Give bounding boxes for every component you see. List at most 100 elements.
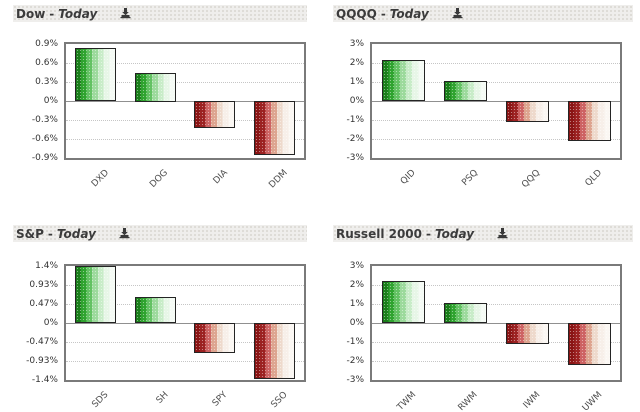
x-category-label: SH: [154, 390, 171, 406]
plot-area: 3% 2% 1% 0% -1% -2% -3% QID PSQ QQQ QLD: [346, 39, 622, 190]
bar-rwm: [444, 303, 487, 323]
y-tick-label: 0%: [349, 318, 364, 328]
gridline: [66, 285, 304, 287]
bar-dxd: [75, 48, 116, 101]
chart-subtitle: Today: [58, 6, 98, 21]
bar-qqq: [506, 101, 549, 122]
y-tick-label: -0.3%: [31, 115, 58, 125]
x-category-label: SSO: [269, 390, 290, 411]
y-tick-label: 3%: [349, 261, 364, 271]
y-tick-label: 1%: [349, 299, 364, 309]
x-category-label: IWM: [521, 390, 543, 411]
y-tick-label: -3%: [346, 375, 364, 385]
zero-axis-line: [66, 322, 304, 324]
download-button[interactable]: [496, 227, 509, 240]
y-tick-label: -1%: [346, 115, 364, 125]
gridline: [372, 285, 620, 286]
zero-axis-line: [372, 322, 620, 324]
gridline: [66, 360, 304, 362]
download-icon: [497, 228, 508, 239]
title-separator: -: [380, 6, 386, 21]
gridline: [66, 63, 304, 64]
y-tick-label: 0%: [43, 96, 58, 106]
x-category-label: UWM: [580, 390, 605, 412]
chart-title-group: Russell 2000- Today: [333, 227, 474, 241]
gridline: [372, 342, 620, 343]
gridline: [372, 361, 620, 362]
y-tick-label: -0.6%: [31, 134, 58, 144]
gridline: [372, 63, 620, 64]
gridline: [66, 303, 304, 305]
download-button[interactable]: [119, 7, 132, 20]
bar-sso: [254, 323, 295, 379]
y-tick-label: -1%: [346, 337, 364, 347]
chart-subtitle: Today: [389, 6, 429, 21]
chart-panel-dow: Dow - Today 0.9% 0.6% 0.3% 0% -0.3% -0.6% -0.9% D…: [0, 0, 320, 220]
chart-subtitle: Today: [435, 226, 475, 241]
bar-iwm: [506, 323, 549, 344]
download-icon: [452, 8, 463, 19]
y-tick-label: 0.6%: [35, 58, 58, 68]
chart-title-group: Dow - Today: [13, 7, 97, 21]
download-button[interactable]: [118, 227, 131, 240]
bar-uwm: [568, 323, 611, 365]
gridline: [372, 304, 620, 305]
chart-title-group: S&P - Today: [13, 227, 96, 241]
chart-header: QQQQ - Today: [333, 5, 633, 22]
x-category-label: SPY: [211, 390, 230, 409]
gridline: [372, 120, 620, 121]
title-separator: -: [426, 226, 431, 241]
bar-qid: [382, 60, 425, 101]
bar-sds: [75, 266, 116, 323]
y-tick-label: -1.4%: [31, 375, 58, 385]
gridline: [372, 139, 620, 140]
y-tick-label: 0%: [43, 318, 58, 328]
download-button[interactable]: [451, 7, 464, 20]
chart-panel-russell-2000: Russell 2000- Today 3% 2% 1% 0% -1% -2% -3% TWM R…: [320, 220, 640, 412]
y-tick-label: -0.47%: [26, 337, 58, 348]
bar-spy: [194, 323, 235, 353]
chart-title: Russell 2000: [336, 226, 423, 241]
y-tick-label: 0%: [349, 96, 364, 106]
bar-psq: [444, 81, 487, 101]
x-category-label: RWM: [457, 390, 481, 412]
x-category-label: PSQ: [460, 168, 481, 188]
y-tick-label: 1%: [349, 77, 364, 87]
chart-title: Dow: [16, 6, 46, 21]
x-category-label: DIA: [211, 168, 230, 187]
bar-sh: [135, 297, 176, 323]
bar-twm: [382, 281, 425, 323]
y-tick-label: -2%: [346, 356, 364, 366]
bar-dia: [194, 101, 235, 128]
zero-axis-line: [372, 100, 620, 102]
gridline: [66, 139, 304, 140]
chart-header: Dow - Today: [13, 5, 307, 22]
plot-area: 3% 2% 1% 0% -1% -2% -3% TWM RWM IWM UWM: [346, 261, 622, 412]
y-tick-label: 1.4%: [35, 261, 58, 271]
y-tick-label: -0.93%: [26, 355, 58, 366]
x-category-label: DXD: [89, 168, 111, 190]
title-separator: -: [49, 6, 55, 21]
download-icon: [120, 8, 131, 19]
x-category-label: QQQ: [519, 168, 543, 191]
y-tick-label: -3%: [346, 153, 364, 163]
x-category-label: TWM: [395, 390, 419, 412]
x-category-label: DDM: [266, 168, 290, 191]
bar-ddm: [254, 101, 295, 155]
gridline: [66, 82, 304, 83]
gridline: [66, 120, 304, 121]
download-icon: [119, 228, 130, 239]
x-category-label: SDS: [90, 390, 111, 411]
x-category-label: QID: [399, 168, 419, 187]
y-tick-label: 0.93%: [29, 280, 58, 291]
plot-area: 1.4% 0.93% 0.47% 0% -0.47% -0.93% -1.4% SDS SH SP…: [26, 261, 306, 410]
bar-dog: [135, 73, 176, 102]
y-tick-label: -2%: [346, 134, 364, 144]
chart-panel-sp: S&P - Today 1.4% 0.93% 0.47% 0% -0.47% -0.93% -1…: [0, 220, 320, 412]
y-tick-label: 2%: [349, 58, 364, 68]
chart-title: QQQQ: [336, 6, 377, 21]
gridline: [66, 342, 304, 344]
y-tick-label: 3%: [349, 39, 364, 49]
chart-header: S&P - Today: [13, 225, 307, 242]
